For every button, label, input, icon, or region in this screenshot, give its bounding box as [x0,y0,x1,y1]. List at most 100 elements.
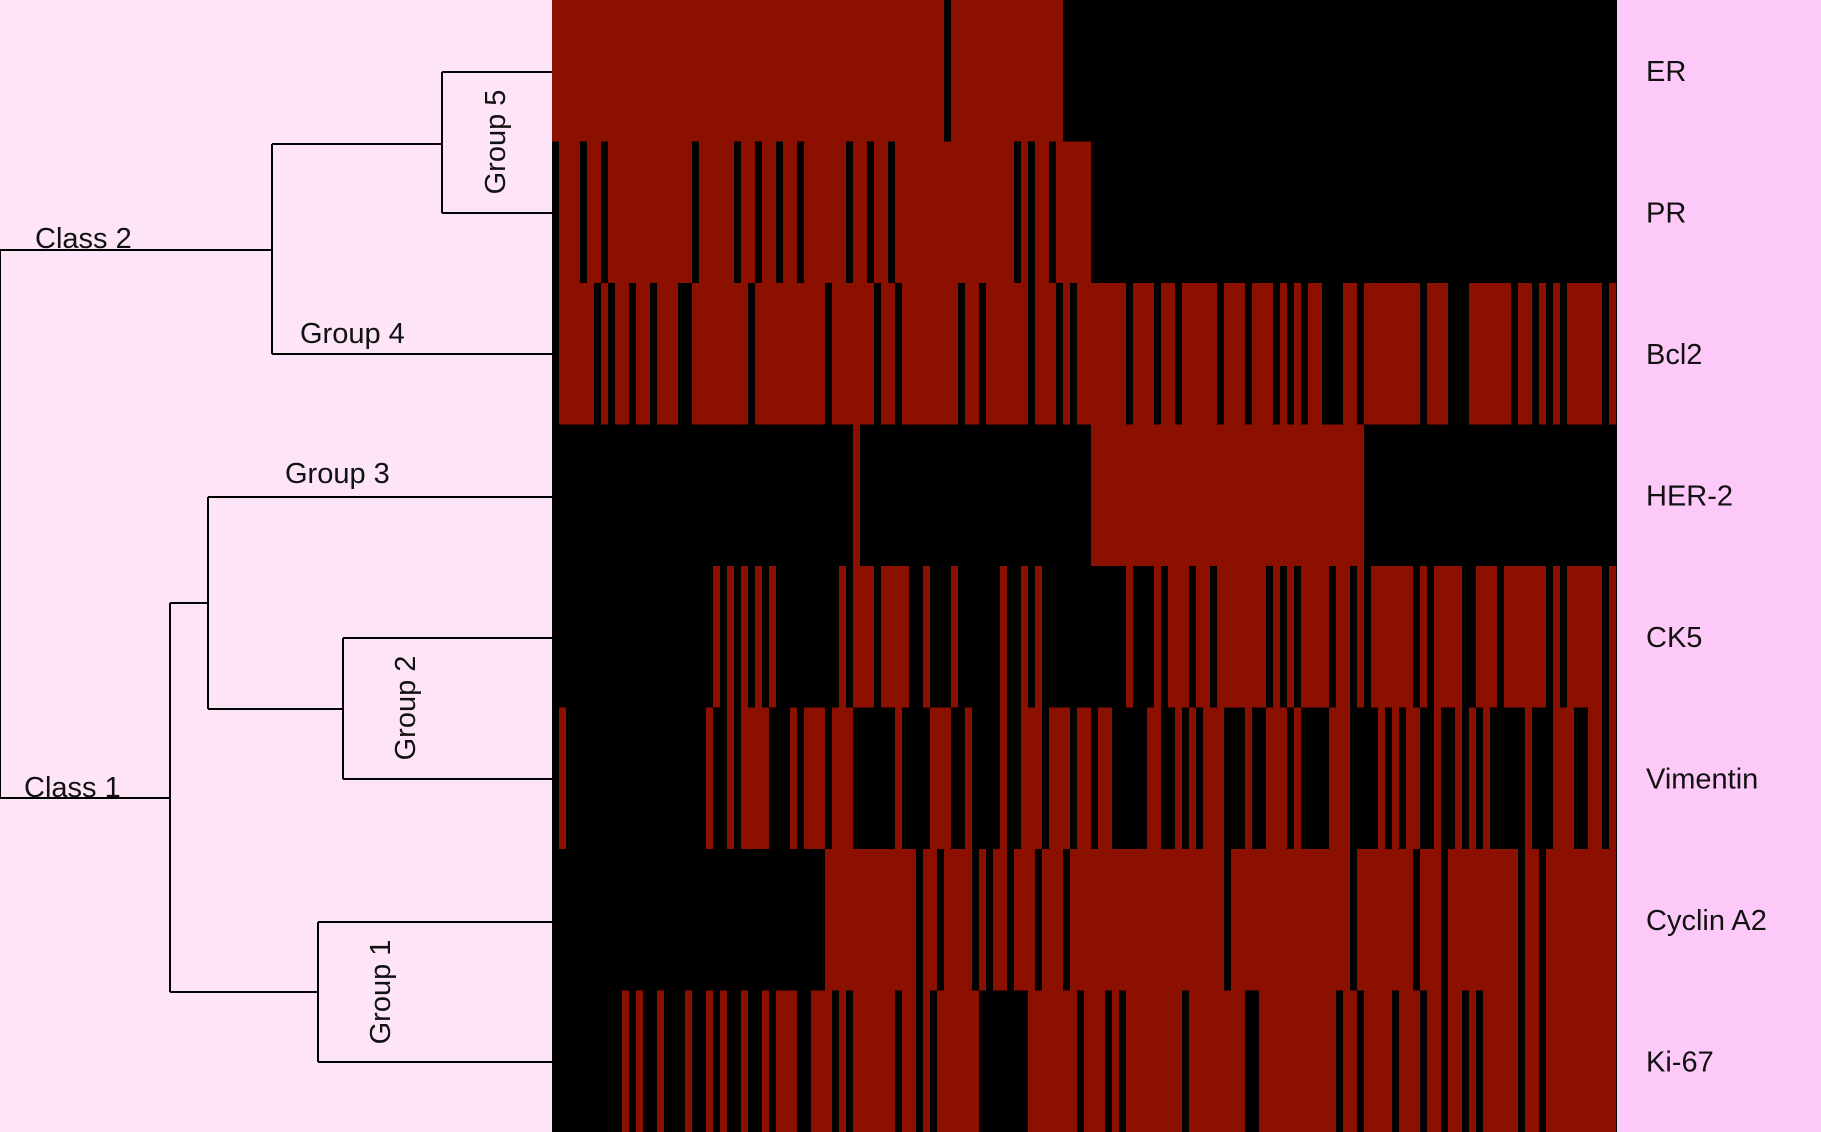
heatmap-cell-bcl2 [1539,283,1546,425]
heatmap-cell-ck5 [727,566,734,708]
heatmap-cell-vimentin [930,707,951,849]
heatmap-cell-cyclin-a2 [1546,849,1616,991]
heatmap-cell-cyclin-a2 [1357,849,1413,991]
heatmap-cell-vimentin [1021,707,1042,849]
heatmap-cell-ki-67 [937,990,979,1132]
heatmap-cell-vimentin [1294,707,1301,849]
heatmap-cell-bcl2 [1343,283,1357,425]
heatmap-cell-vimentin [1189,707,1196,849]
heatmap-cell-bcl2 [636,283,650,425]
heatmap-cell-ck5 [769,566,776,708]
heatmap-cell-pr [783,141,797,283]
heatmap-cell-cyclin-a2 [1231,849,1350,991]
heatmap-cell-bcl2 [615,283,629,425]
heatmap-cell-vimentin [1266,707,1287,849]
heatmap-cell-her-2 [853,424,860,566]
heatmap-cell-ki-67 [1126,990,1182,1132]
heatmap-cell-bcl2 [657,283,678,425]
heatmap-cell-vimentin [1525,707,1532,849]
heatmap-cell-ki-67 [839,990,846,1132]
dendrogram-class-2-branch [0,144,273,354]
dendrogram-class-1-branch [0,603,171,992]
heatmap-cell-cyclin-a2 [979,849,986,991]
heatmap-cell-pr [804,141,846,283]
heatmap-cell-ck5 [1420,566,1427,708]
heatmap-cell-vimentin [1406,707,1420,849]
heatmap-cell-pr [1021,141,1028,283]
class-2-label: Class 2 [35,223,132,255]
heatmap-cell-ck5 [755,566,762,708]
heatmap-cell-vimentin [1203,707,1224,849]
heatmap-cell-ck5 [1567,566,1602,708]
heatmap-cell-er [552,0,944,142]
row-label-bcl2: Bcl2 [1646,339,1702,371]
heatmap-cell-er [951,0,1063,142]
heatmap [552,0,1616,1132]
row-label-er: ER [1646,56,1686,88]
row-label-ck5: CK5 [1646,622,1702,654]
heatmap-cell-ki-67 [1546,990,1616,1132]
heatmap-cell-bcl2 [1035,283,1056,425]
heatmap-cell-ki-67 [706,990,713,1132]
heatmap-cell-pr [587,141,601,283]
heatmap-cell-ck5 [1126,566,1133,708]
heatmap-cell-cyclin-a2 [944,849,972,991]
heatmap-cell-ck5 [1154,566,1161,708]
heatmap-cell-ki-67 [1343,990,1357,1132]
right-panel-background [1616,0,1821,1132]
heatmap-cell-vimentin [1329,707,1350,849]
heatmap-cell-vimentin [965,707,972,849]
heatmap-cell-ck5 [839,566,846,708]
heatmap-cell-pr [874,141,888,283]
heatmap-cell-cyclin-a2 [1420,849,1441,991]
heatmap-cell-ck5 [1504,566,1546,708]
heatmap-cell-bcl2 [1224,283,1245,425]
heatmap-cell-bcl2 [902,283,958,425]
heatmap-cell-ck5 [1476,566,1497,708]
heatmap-cell-ki-67 [1028,990,1077,1132]
heatmap-cell-ck5 [1336,566,1350,708]
heatmap-cell-vimentin [1588,707,1602,849]
heatmap-cell-ck5 [1609,566,1616,708]
heatmap-cell-cyclin-a2 [1014,849,1035,991]
heatmap-cell-ki-67 [1483,990,1518,1132]
heatmap-cell-ki-67 [741,990,748,1132]
heatmap-cell-ki-67 [1469,990,1476,1132]
left-panel-background [0,0,552,1132]
heatmap-cell-vimentin [1483,707,1490,849]
heatmap-cell-bcl2 [1518,283,1532,425]
heatmap-cell-vimentin [895,707,902,849]
heatmap-cell-bcl2 [1308,283,1322,425]
heatmap-cell-vimentin [1378,707,1385,849]
heatmap-cell-ki-67 [636,990,643,1132]
heatmap-cell-bcl2 [1609,283,1616,425]
heatmap-cell-bcl2 [1252,283,1273,425]
group-4-label: Group 4 [300,318,405,350]
heatmap-cell-bcl2 [1077,283,1126,425]
group-5-label: Group 5 [480,90,512,195]
heatmap-cell-ck5 [923,566,930,708]
dendrogram-upper-subcluster [170,497,209,709]
heatmap-cell-her-2 [1091,424,1364,566]
heatmap-cell-vimentin [1175,707,1182,849]
heatmap-cell-bcl2 [1553,283,1560,425]
heatmap-cell-cyclin-a2 [1448,849,1518,991]
heatmap-cell-ck5 [1217,566,1266,708]
heatmap-cell-vimentin [1000,707,1007,849]
heatmap-cell-bcl2 [1161,283,1175,425]
heatmap-cell-ck5 [1196,566,1210,708]
heatmap-cell-vimentin [790,707,797,849]
heatmap-cell-ki-67 [853,990,895,1132]
heatmap-cell-bcl2 [1364,283,1420,425]
heatmap-cell-bcl2 [1063,283,1070,425]
heatmap-cell-bcl2 [986,283,1028,425]
heatmap-cell-bcl2 [1182,283,1217,425]
group-1-label: Group 1 [365,940,397,1045]
heatmap-cell-pr [608,141,692,283]
heatmap-cell-ki-67 [811,990,832,1132]
heatmap-cell-ki-67 [1525,990,1539,1132]
heatmap-cell-cyclin-a2 [1042,849,1063,991]
heatmap-cell-ki-67 [1259,990,1336,1132]
heatmap-cell-ki-67 [902,990,916,1132]
